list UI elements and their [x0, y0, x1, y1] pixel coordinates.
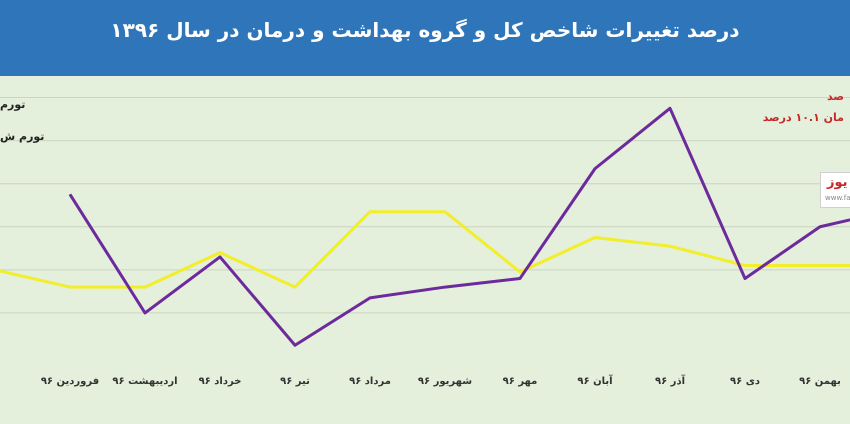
x-tick-label-7: مهر ۹۶: [503, 376, 538, 387]
x-tick-label-9: آذر ۹۶: [655, 374, 686, 387]
chart-svg: فروردین ۹۶ اردیبهشت ۹۶ خرداد ۹۶ تیر ۹۶ مرداد…: [0, 97, 850, 387]
series-1-point-2: [144, 312, 146, 314]
series-line-0: [0, 210, 850, 289]
watermark-logo-sub: www.fa...: [825, 194, 850, 202]
x-tick-label-2: اردیبهشت ۹۶: [112, 376, 177, 387]
x-tick-label-1: فروردین ۹۶: [41, 376, 99, 387]
series-0-point-3: [219, 252, 221, 254]
plot-area: فروردین ۹۶ اردیبهشت ۹۶ خرداد ۹۶ تیر ۹۶ مرداد…: [0, 76, 850, 420]
series-1-point-4: [294, 344, 296, 346]
series-0-point-6: [444, 211, 446, 213]
series-1-point-7: [519, 277, 521, 279]
chart-header: درصد تغییرات شاخص کل و گروه بهداشت و درم…: [0, 0, 850, 76]
series-1-point-6: [444, 286, 446, 288]
series-1-point-3: [219, 256, 221, 258]
series-1-point-11: [819, 226, 821, 228]
series-1-point-1: [69, 193, 71, 195]
series-1-point-8: [594, 168, 596, 170]
legend-right-2: مان ۱۰.۱ درصد: [762, 111, 844, 124]
x-tick-label-5: مرداد ۹۶: [349, 376, 391, 387]
x-tick-label-8: آبان ۹۶: [577, 374, 613, 387]
series-0-point-8: [594, 237, 596, 239]
series-1-point-10: [744, 277, 746, 279]
watermark-logo-text: یوز: [827, 175, 848, 190]
x-tick-label-11: بهمن ۹۶: [799, 376, 841, 387]
x-tick-label-3: خرداد ۹۶: [199, 376, 242, 387]
series-line-1: [68, 106, 850, 347]
series-0-point-1: [69, 286, 71, 288]
series-1-point-5: [369, 297, 371, 299]
series-0-point-4: [294, 286, 296, 288]
legend-right-1: صد: [827, 90, 844, 103]
watermark-logo: یوز www.fa...: [820, 172, 850, 208]
legend-left-1: تورم: [0, 98, 26, 111]
x-tick-label-4: تیر ۹۶: [280, 376, 310, 387]
series-0-point-11: [819, 265, 821, 267]
x-tick-label-10: دی ۹۶: [730, 376, 760, 387]
legend-left-2: تورم ش: [0, 130, 45, 143]
x-tick-label-6: شهریور ۹۶: [418, 376, 472, 387]
series-0-point-7: [519, 271, 521, 273]
series-0-point-2: [144, 286, 146, 288]
series-1-point-9: [669, 107, 671, 109]
chart-title: درصد تغییرات شاخص کل و گروه بهداشت و درم…: [110, 18, 740, 42]
series-0-point-5: [369, 211, 371, 213]
series-0-point-10: [744, 265, 746, 267]
series-0-point-9: [669, 245, 671, 247]
